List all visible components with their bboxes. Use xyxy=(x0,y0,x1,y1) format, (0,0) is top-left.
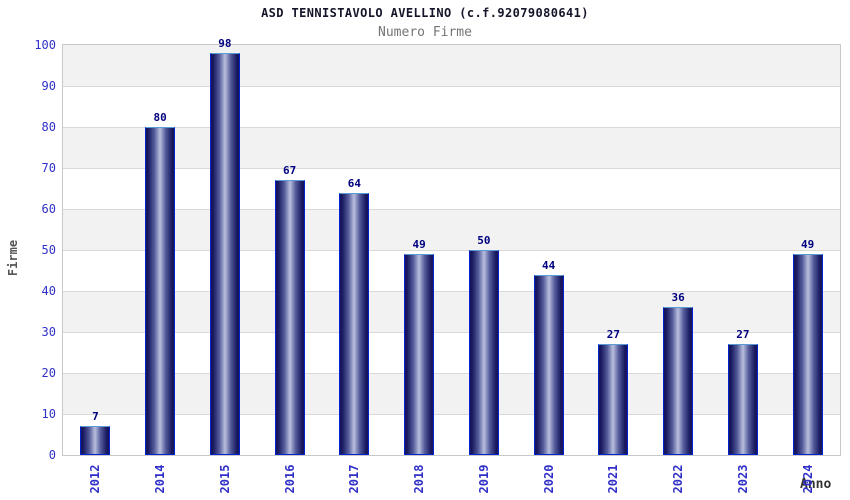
x-tick-label: 2015 xyxy=(217,464,232,494)
bar xyxy=(404,254,435,455)
x-tick-label: 2024 xyxy=(800,464,815,494)
x-tick-label: 2012 xyxy=(88,464,103,494)
plot-area: 7 80 98 67 64 49 50 44 27 36 27 49 xyxy=(62,37,841,456)
bar-value-label: 27 xyxy=(606,328,620,341)
bar-value-label: 98 xyxy=(218,37,232,50)
gridline xyxy=(63,291,840,292)
grid-band xyxy=(63,209,840,250)
y-tick-label: 50 xyxy=(41,243,56,257)
y-tick-label: 70 xyxy=(41,161,56,175)
bar-value-label: 49 xyxy=(412,238,426,251)
bar xyxy=(727,344,758,455)
bar-value-label: 80 xyxy=(153,111,167,124)
y-tick-label: 30 xyxy=(41,325,56,339)
bar-value-label: 36 xyxy=(671,291,685,304)
bar xyxy=(598,344,629,455)
y-tick-label: 40 xyxy=(41,284,56,298)
bar-value-label: 50 xyxy=(477,234,491,247)
grid-band xyxy=(63,291,840,332)
y-tick-label: 60 xyxy=(41,202,56,216)
x-tick-label: 2021 xyxy=(606,464,621,494)
y-tick-label: 10 xyxy=(41,407,56,421)
x-tick-label: 2019 xyxy=(476,464,491,494)
y-tick-label: 80 xyxy=(41,120,56,134)
bar xyxy=(80,426,111,455)
bar xyxy=(274,180,305,455)
bar-value-label: 67 xyxy=(283,164,297,177)
bar-value-label: 7 xyxy=(92,410,99,423)
x-tick-label: 2022 xyxy=(671,464,686,494)
y-axis-title: Firme xyxy=(6,239,20,277)
chart-subtitle: Numero Firme xyxy=(378,25,472,40)
gridline xyxy=(63,414,840,415)
bar xyxy=(209,53,240,455)
bar-value-label: 64 xyxy=(347,177,361,190)
chart-title: ASD TENNISTAVOLO AVELLINO (c.f.920790806… xyxy=(261,6,589,20)
grid-band xyxy=(63,373,840,414)
y-tick-label: 90 xyxy=(41,79,56,93)
gridline xyxy=(63,127,840,128)
bar xyxy=(145,127,176,455)
x-tick-label: 2020 xyxy=(541,464,556,494)
bar xyxy=(533,275,564,455)
y-tick-label: 20 xyxy=(41,366,56,380)
gridline xyxy=(63,250,840,251)
bar xyxy=(468,250,499,455)
grid-band xyxy=(63,45,840,86)
bar xyxy=(792,254,823,455)
x-tick-label: 2017 xyxy=(347,464,362,494)
bar-value-label: 49 xyxy=(801,238,815,251)
y-tick-label: 0 xyxy=(48,448,56,462)
gridline xyxy=(63,86,840,87)
bar-value-label: 44 xyxy=(542,259,556,272)
x-tick-label: 2016 xyxy=(282,464,297,494)
x-tick-label: 2014 xyxy=(153,464,168,494)
bar xyxy=(339,193,370,455)
bar xyxy=(663,307,694,455)
bar-value-label: 27 xyxy=(736,328,750,341)
y-tick-label: 100 xyxy=(34,38,56,52)
x-tick-label: 2018 xyxy=(412,464,427,494)
gridline xyxy=(63,373,840,374)
x-axis-title: Anno xyxy=(800,477,832,492)
gridline xyxy=(63,209,840,210)
x-tick-label: 2023 xyxy=(735,464,750,494)
grid-band xyxy=(63,127,840,168)
gridline xyxy=(63,168,840,169)
